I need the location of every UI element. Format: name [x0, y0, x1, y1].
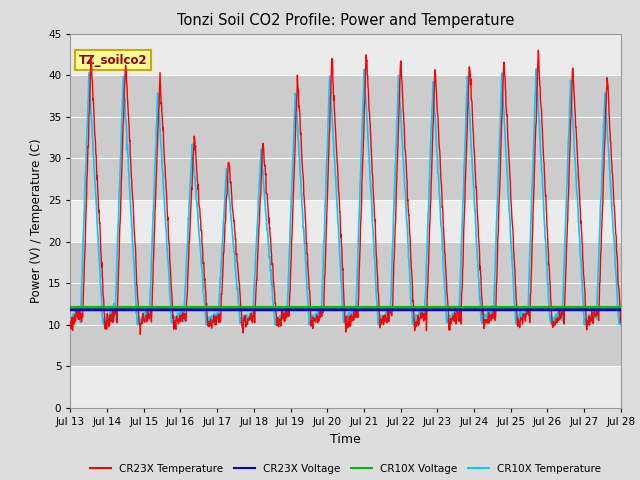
CR10X Temperature [617, 318, 625, 324]
CR23X Voltage [556, 307, 564, 312]
CR23X Temperature [611, 203, 618, 209]
CR23X Voltage [610, 307, 618, 312]
CR10X Temperature [476, 297, 483, 302]
CR23X Temperature [321, 272, 329, 277]
CR23X Temperature [153, 159, 161, 165]
Text: TZ_soilco2: TZ_soilco2 [79, 54, 147, 67]
CR10X Temperature [67, 320, 74, 325]
CR10X Voltage [617, 304, 625, 310]
Bar [70, 366, 621, 408]
CR10X Temperature [532, 66, 540, 72]
CR10X Temperature [332, 174, 339, 180]
CR10X Voltage [610, 304, 618, 310]
CR10X Voltage [67, 304, 74, 310]
CR23X Temperature [617, 320, 625, 325]
CR10X Temperature [100, 322, 108, 328]
CR10X Voltage [476, 304, 483, 310]
Y-axis label: Power (V) / Temperature (C): Power (V) / Temperature (C) [29, 139, 43, 303]
CR10X Temperature [611, 240, 618, 245]
X-axis label: Time: Time [330, 432, 361, 445]
Bar [70, 200, 621, 241]
CR10X Temperature [557, 310, 564, 315]
CR23X Temperature [136, 332, 144, 337]
CR23X Temperature [534, 48, 542, 53]
Title: Tonzi Soil CO2 Profile: Power and Temperature: Tonzi Soil CO2 Profile: Power and Temper… [177, 13, 515, 28]
CR23X Voltage [476, 307, 483, 312]
Bar [70, 283, 621, 325]
CR10X Voltage [331, 304, 339, 310]
CR23X Voltage [67, 307, 74, 312]
CR23X Temperature [67, 325, 74, 331]
CR23X Voltage [617, 307, 625, 312]
Bar [70, 117, 621, 158]
Line: CR23X Temperature: CR23X Temperature [70, 50, 621, 335]
CR23X Temperature [476, 249, 483, 254]
CR23X Voltage [331, 307, 339, 312]
CR23X Voltage [152, 307, 160, 312]
CR10X Voltage [321, 304, 328, 310]
CR10X Voltage [556, 304, 564, 310]
CR10X Voltage [152, 304, 160, 310]
CR10X Temperature [153, 114, 161, 120]
CR10X Temperature [321, 206, 329, 212]
CR23X Temperature [557, 315, 564, 321]
CR23X Temperature [332, 125, 339, 131]
Legend: CR23X Temperature, CR23X Voltage, CR10X Voltage, CR10X Temperature: CR23X Temperature, CR23X Voltage, CR10X … [86, 459, 605, 478]
Bar [70, 34, 621, 75]
Line: CR10X Temperature: CR10X Temperature [70, 69, 621, 325]
CR23X Voltage [321, 307, 328, 312]
